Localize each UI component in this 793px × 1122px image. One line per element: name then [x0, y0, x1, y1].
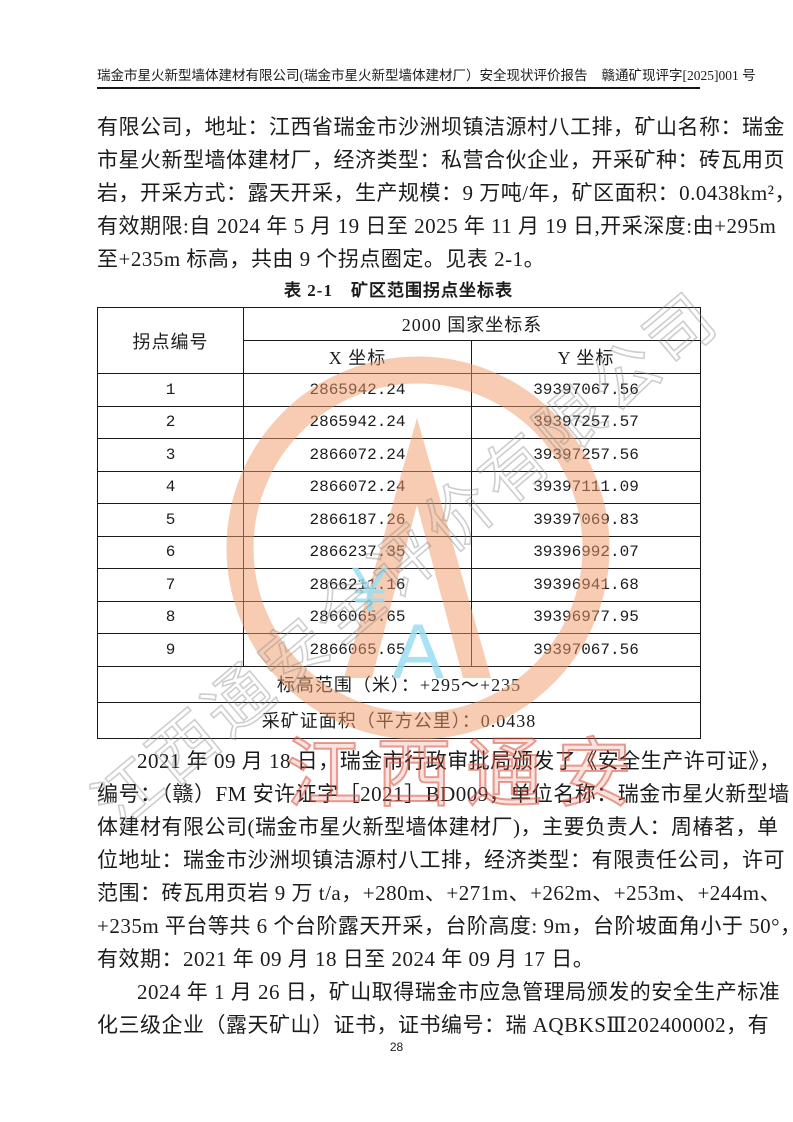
point-id-cell: 8: [97, 600, 244, 634]
x-coord-cell: 2866072.24: [243, 470, 472, 504]
coordinates-table: 拐点编号 2000 国家坐标系 X 坐标 Y 坐标 1 2865942.24 3…: [97, 307, 701, 739]
table-row: 1 2865942.24 39397067.56: [97, 373, 701, 407]
table-caption: 表 2-1 矿区范围拐点坐标表: [284, 281, 513, 300]
body-line: 位地址：瑞金市沙洲坝镇洁源村八工排，经济类型：有限责任公司，许可: [97, 847, 785, 872]
doc-number: 赣通矿现评字[2025]001 号: [601, 68, 756, 83]
point-id-cell: 1: [97, 373, 244, 407]
y-coord-cell: 39396941.68: [471, 568, 701, 602]
report-title: 瑞金市星火新型墙体建材有限公司(瑞金市星火新型墙体建材厂）安全现状评价报告: [97, 68, 588, 83]
body-line: 2021 年 09 月 18 日，瑞金市行政审批局颁发了《安全生产许可证》，: [137, 748, 781, 773]
table-row: 8 2866065.65 39396977.95: [97, 600, 701, 634]
point-id-header: 拐点编号: [97, 307, 244, 374]
x-coord-cell: 2866065.65: [243, 600, 472, 634]
point-id-cell: 5: [97, 503, 244, 537]
x-coord-cell: 2866237.35: [243, 535, 472, 569]
y-coord-cell: 39397111.09: [471, 470, 701, 504]
y-coord-cell: 39397067.56: [471, 373, 701, 407]
body-line: 2024 年 1 月 26 日，矿山取得瑞金市应急管理局颁发的安全生产标准: [137, 979, 781, 1004]
point-id-cell: 2: [97, 405, 244, 439]
y-coord-cell: 39397257.57: [471, 405, 701, 439]
body-line: 有限公司，地址：江西省瑞金市沙洲坝镇洁源村八工排，矿山名称：瑞金: [97, 115, 785, 139]
x-coord-cell: 2865942.24: [243, 373, 472, 407]
body-line: 体建材有限公司(瑞金市星火新型墙体建材厂)，主要负责人：周椿茗，单: [97, 814, 779, 839]
body-line: 岩，开采方式：露天开采，生产规模：9 万吨/年，矿区面积：0.0438km²，: [97, 181, 793, 205]
x-coord-cell: 2866065.65: [243, 633, 472, 667]
table-row: 6 2866237.35 39396992.07: [97, 535, 701, 569]
x-coord-cell: 2865942.24: [243, 405, 472, 439]
body-line: 编号：（赣）FM 安许证字［2021］BD009，单位名称：瑞金市星火新型墙: [97, 781, 790, 806]
table-row: 9 2866065.65 39397067.56: [97, 633, 701, 667]
elevation-range-row: 标高范围（米）：+295～+235: [97, 665, 701, 703]
table-row: 2 2865942.24 39397257.57: [97, 405, 701, 439]
table-row: 7 2866211.16 39396941.68: [97, 568, 701, 602]
license-area-row: 采矿证面积（平方公里）：0.0438: [97, 701, 701, 739]
point-id-cell: 3: [97, 438, 244, 472]
body-line: 化三级企业（露天矿山）证书，证书编号：瑞 AQBKSⅢ202400002，有: [97, 1012, 770, 1037]
body-line: 范围：砖瓦用页岩 9 万 t/a，+280m、+271m、+262m、+253m…: [97, 880, 782, 905]
table-header-row: 拐点编号 2000 国家坐标系: [97, 307, 701, 374]
body-line: 市星火新型墙体建材厂，经济类型：私营合伙企业，开采矿种：砖瓦用页: [97, 148, 785, 172]
page-header: 瑞金市星火新型墙体建材有限公司(瑞金市星火新型墙体建材厂）安全现状评价报告 赣通…: [97, 64, 756, 89]
table-row: 5 2866187.26 39397069.83: [97, 503, 701, 537]
paragraph-2: 2021 年 09 月 18 日，瑞金市行政审批局颁发了《安全生产许可证》， 编…: [97, 745, 793, 976]
y-coord-cell: 39396992.07: [471, 535, 701, 569]
page-number: 28: [389, 1040, 404, 1054]
table-row: 4 2866072.24 39397111.09: [97, 470, 701, 504]
x-coord-cell: 2866072.24: [243, 438, 472, 472]
point-id-cell: 9: [97, 633, 244, 667]
point-id-cell: 7: [97, 568, 244, 602]
x-coord-cell: 2866187.26: [243, 503, 472, 537]
coord-system-header: 2000 国家坐标系: [243, 307, 701, 341]
page-content: 瑞金市星火新型墙体建材有限公司(瑞金市星火新型墙体建材厂）安全现状评价报告 赣通…: [97, 64, 793, 1042]
y-coord-cell: 39397257.56: [471, 438, 701, 472]
x-coord-cell: 2866211.16: [243, 568, 472, 602]
body-line: +235m 平台等共 6 个台阶露天开采，台阶高度: 9m，台阶坡面角小于 50…: [97, 913, 793, 938]
paragraph-3: 2024 年 1 月 26 日，矿山取得瑞金市应急管理局颁发的安全生产标准 化三…: [97, 976, 781, 1042]
license-area-cell: 采矿证面积（平方公里）：0.0438: [97, 701, 701, 739]
y-coord-cell: 39397067.56: [471, 633, 701, 667]
elevation-range-cell: 标高范围（米）：+295～+235: [97, 665, 701, 703]
y-coord-header: Y 坐标: [471, 340, 701, 374]
x-coord-header: X 坐标: [243, 340, 472, 374]
point-id-cell: 6: [97, 535, 244, 569]
table-row: 3 2866072.24 39397257.56: [97, 438, 701, 472]
y-coord-cell: 39396977.95: [471, 600, 701, 634]
paragraph-1: 有限公司，地址：江西省瑞金市沙洲坝镇洁源村八工排，矿山名称：瑞金 市星火新型墙体…: [97, 111, 793, 276]
body-line: 至+235m 标高，共由 9 个拐点圈定。见表 2-1。: [97, 247, 546, 271]
body-line: 有效期：2021 年 09 月 18 日至 2024 年 09 月 17 日。: [97, 946, 595, 971]
body-line: 有效期限:自 2024 年 5 月 19 日至 2025 年 11 月 19 日…: [97, 214, 777, 238]
point-id-cell: 4: [97, 470, 244, 504]
y-coord-cell: 39397069.83: [471, 503, 701, 537]
